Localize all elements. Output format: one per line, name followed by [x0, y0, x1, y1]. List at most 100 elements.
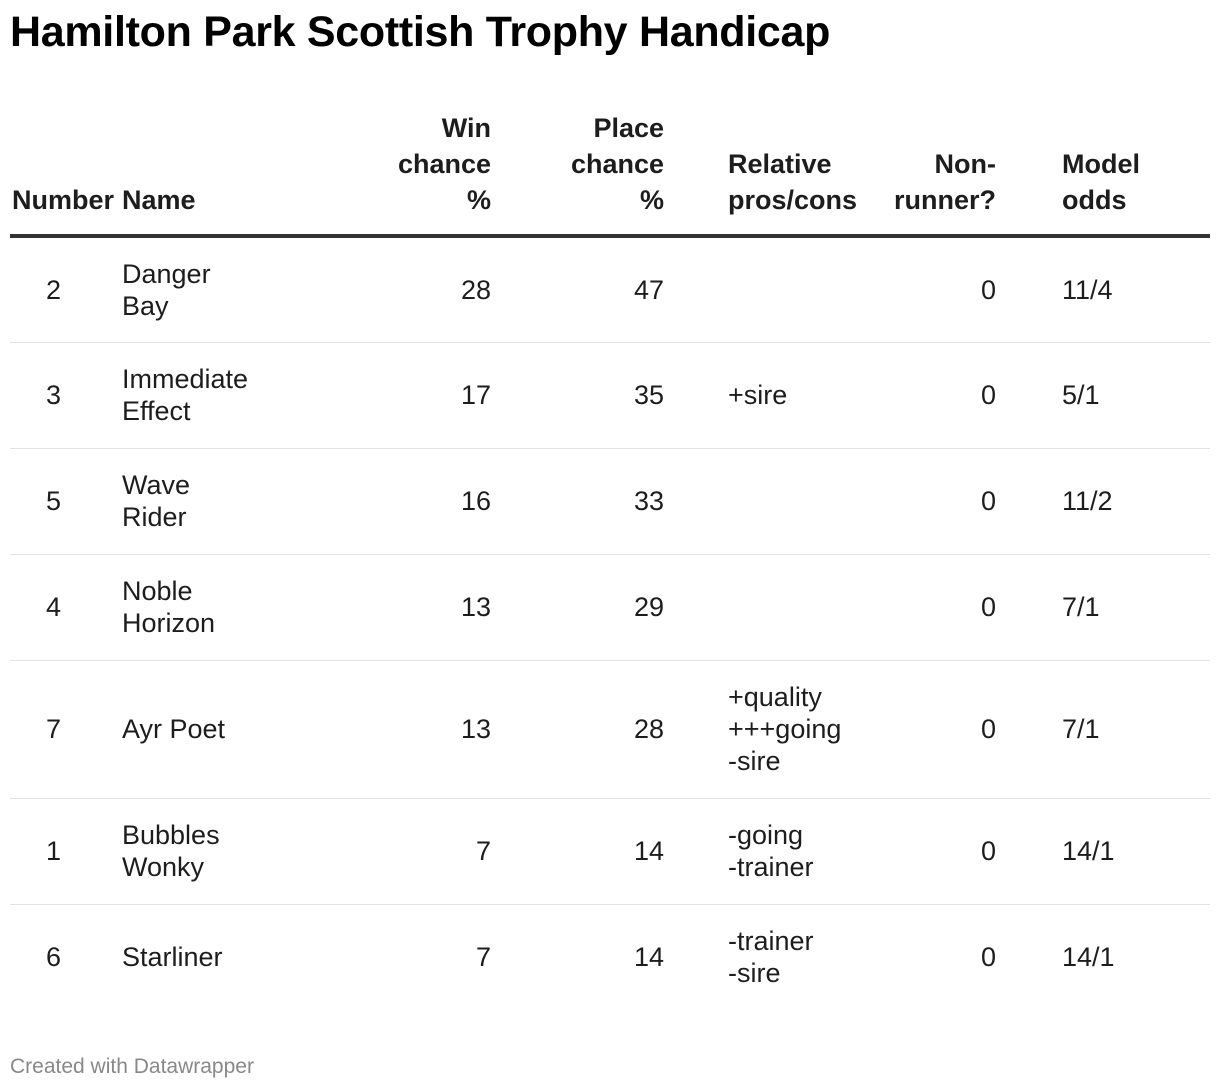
- cell-odds: 7/1: [996, 554, 1210, 661]
- cell-nonrunner: 0: [880, 798, 996, 905]
- header-line: pros/cons: [728, 185, 858, 215]
- cell-nonrunner: 0: [880, 448, 996, 555]
- header-line: Number: [12, 185, 115, 215]
- cell-pros: +quality +++going -sire: [664, 660, 880, 799]
- chart-title: Hamilton Park Scottish Trophy Handicap: [10, 8, 831, 56]
- name-line: Horizon: [122, 608, 216, 638]
- header-number: Number: [10, 110, 122, 238]
- cell-name: Ayr Poet: [122, 660, 298, 799]
- table-row: 5 Wave Rider 16 33 0 11/2: [10, 448, 1210, 555]
- cell-odds: 7/1: [996, 660, 1210, 799]
- cell-number: 6: [45, 942, 61, 973]
- cell-number: 7: [10, 660, 122, 799]
- header-nonrunner: Non-runner?: [880, 110, 996, 238]
- cell-pros: [664, 236, 880, 343]
- cell-nonrunner: 0: [880, 236, 996, 343]
- cell-pros: [664, 448, 880, 555]
- cell-pros: -going -trainer: [664, 798, 880, 905]
- footer-credit: Created with Datawrapper: [10, 1055, 254, 1078]
- pros-line: +sire: [728, 380, 788, 410]
- cell-pros: [664, 554, 880, 661]
- cell-name: Immediate Effect: [122, 342, 298, 449]
- header-line: %: [466, 185, 491, 215]
- name-line: Wave: [122, 470, 191, 500]
- cell-win: 13: [298, 660, 491, 799]
- cell-place: 35: [491, 342, 664, 449]
- cell-nonrunner: 0: [880, 342, 996, 449]
- cell-name: Noble Horizon: [122, 554, 298, 661]
- table-body: 2 Danger Bay 28 47 0 11/4 3 Immediate Effect 17 35 +…: [10, 236, 1210, 1010]
- cell-odds: 14/1: [996, 798, 1210, 905]
- cell-name: Bubbles Wonky: [122, 798, 298, 905]
- pros-line: -trainer: [728, 926, 814, 957]
- cell-nonrunner: 0: [880, 554, 996, 661]
- header-pros: Relative pros/cons: [664, 110, 880, 238]
- table-row: 3 Immediate Effect 17 35 +sire 0 5/1: [10, 342, 1210, 449]
- cell-number: 2: [10, 236, 122, 343]
- cell-place: 47: [491, 236, 664, 343]
- cell-number: 4: [10, 554, 122, 661]
- name-line: Bay: [122, 290, 169, 321]
- name-line: Rider: [122, 502, 187, 532]
- cell-odds: 11/2: [996, 448, 1210, 555]
- cell-win: 7: [298, 798, 491, 905]
- header-line: chance: [570, 149, 664, 179]
- cell-win: 13: [298, 554, 491, 661]
- cell-name: Wave Rider: [122, 448, 298, 555]
- cell-nonrunner: 0: [880, 660, 996, 799]
- cell-win: 17: [298, 342, 491, 449]
- name-line: Ayr Poet: [122, 714, 226, 744]
- cell-number: 1: [10, 798, 122, 905]
- cell-name: Danger Bay: [122, 236, 298, 343]
- name-line: Starliner: [122, 942, 223, 973]
- odds-table: Number Name Win chance% Place chance% Relative…: [10, 110, 1210, 1010]
- header-line: Relative: [728, 149, 832, 179]
- header-win: Win chance%: [298, 110, 491, 238]
- header-line: odds: [1062, 185, 1127, 215]
- name-line: Effect: [122, 396, 191, 426]
- table-row: 6 Starliner 7 14 -trainer -sire 0 14/1: [10, 904, 1210, 1010]
- name-line: Bubbles: [122, 820, 220, 850]
- table-row: 1 Bubbles Wonky 7 14 -going -trainer 0 14/1: [10, 798, 1210, 905]
- cell-pros: -trainer -sire: [664, 904, 880, 1010]
- header-line: Non-: [934, 149, 996, 179]
- header-name: Name: [122, 110, 298, 238]
- header-line: chance: [397, 149, 491, 179]
- pros-line: -trainer: [728, 852, 814, 882]
- cell-place: 29: [491, 554, 664, 661]
- header-line: Model: [1062, 149, 1140, 179]
- pros-line: -sire: [728, 958, 781, 989]
- cell-win: 7: [475, 942, 491, 973]
- cell-odds: 14/1: [1062, 942, 1115, 973]
- table-row: 7 Ayr Poet 13 28 +quality +++going -sire 0 7/1: [10, 660, 1210, 799]
- name-line: Danger: [122, 258, 211, 289]
- cell-place: 14: [633, 942, 664, 973]
- cell-win: 16: [298, 448, 491, 555]
- cell-place: 14: [491, 798, 664, 905]
- pros-line: -sire: [728, 746, 781, 776]
- header-line: runner?: [893, 185, 996, 215]
- cell-name: Starliner: [122, 904, 298, 1010]
- name-line: Noble: [122, 576, 193, 606]
- header-line: Place: [593, 113, 664, 143]
- cell-win: 28: [298, 236, 491, 343]
- header-row: Number Name Win chance% Place chance% Relative…: [10, 110, 1210, 238]
- header-line: Win: [441, 113, 491, 143]
- cell-number: 3: [10, 342, 122, 449]
- cell-nonrunner: 0: [980, 942, 996, 973]
- table-row: 4 Noble Horizon 13 29 0 7/1: [10, 554, 1210, 661]
- name-line: Wonky: [122, 852, 205, 882]
- table-row: 2 Danger Bay 28 47 0 11/4: [10, 236, 1210, 343]
- cell-place: 28: [491, 660, 664, 799]
- cell-odds: 5/1: [996, 342, 1210, 449]
- header-line: %: [639, 185, 664, 215]
- cell-place: 33: [491, 448, 664, 555]
- header-odds: Model odds: [996, 110, 1210, 238]
- cell-pros: +sire: [664, 342, 880, 449]
- pros-line: +quality: [728, 682, 822, 712]
- pros-line: -going: [728, 820, 804, 850]
- name-line: Immediate: [122, 364, 249, 394]
- header-line: Name: [122, 185, 196, 215]
- pros-line: +++going: [728, 714, 842, 744]
- cell-odds: 11/4: [996, 236, 1210, 343]
